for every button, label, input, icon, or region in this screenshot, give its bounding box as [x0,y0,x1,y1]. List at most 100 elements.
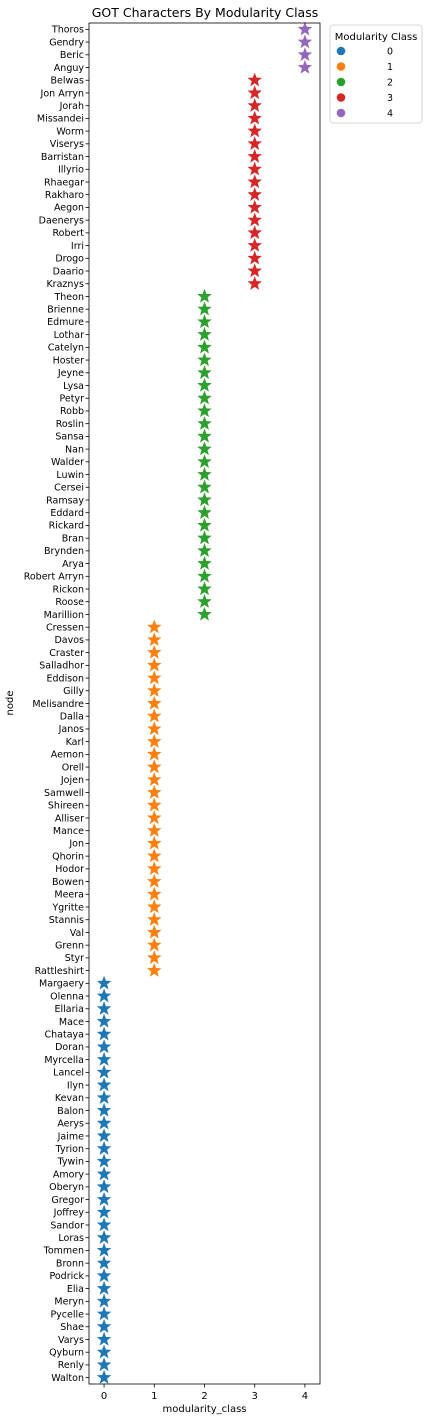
data-point-star [147,835,162,850]
data-point-star [96,1357,112,1372]
data-point-star [197,594,212,608]
legend-marker [336,108,346,118]
data-points [96,21,313,1384]
data-point-star [147,848,162,863]
y-tick-label: Balon [57,1106,84,1117]
data-point-star [147,759,162,774]
data-point-star [147,683,162,697]
data-point-star [197,352,212,367]
y-tick-label: Luwin [56,470,84,481]
y-tick-label: Olenna [50,991,84,1002]
y-tick-label: Marillion [44,610,84,621]
data-point-star [147,784,162,799]
y-tick-label: Ramsay [46,495,84,506]
y-tick-label: Drogo [55,254,84,265]
y-tick-label: Jorah [59,101,84,112]
data-point-star [197,479,212,494]
y-tick-label: Pycelle [50,1309,84,1320]
data-point-star [197,288,212,303]
y-tick-label: Robert [53,228,85,239]
x-tick-label: 3 [252,1391,258,1402]
y-tick-label: Grenn [55,940,84,951]
y-tick-label: Jeyne [57,368,84,379]
y-tick-label: Kevan [55,1093,84,1104]
data-point-star [147,746,162,761]
y-tick-label: Daenerys [39,215,84,226]
data-point-star [96,1153,112,1168]
y-tick-label: Qhorin [52,851,84,862]
y-tick-label: Davos [54,635,84,646]
data-point-star [247,276,262,290]
data-point-star [197,530,212,545]
data-point-star [147,734,162,748]
y-tick-label: Brienne [47,304,84,315]
legend-label: 3 [387,93,393,104]
y-tick-label: Joffrey [53,1208,85,1219]
y-tick-label: Gendry [49,37,84,48]
y-tick-label: Stannis [49,915,84,926]
y-tick-label: Samwell [44,788,84,799]
y-tick-label: Roslin [56,419,84,430]
legend-marker [336,93,346,102]
data-point-star [247,72,262,87]
data-point-star [197,441,212,456]
y-tick-label: Thoros [51,25,84,36]
data-point-star [147,632,162,647]
data-point-star [147,912,162,926]
y-tick-label: Bran [62,533,84,544]
data-point-star [96,1013,112,1028]
data-point-star [147,721,162,736]
data-point-star [96,1090,112,1104]
data-point-star [247,263,262,278]
y-tick-label: Petyr [60,394,85,405]
y-tick-label: Mace [59,1017,84,1028]
y-tick-label: Barristan [41,152,84,163]
data-point-star [96,1077,112,1092]
y-tick-label: Melisandre [32,699,84,710]
legend-title: Modularity Class [335,32,418,43]
y-tick-label: Amory [53,1169,84,1180]
data-point-star [197,403,212,418]
data-point-star [96,1204,112,1219]
data-point-star [96,1255,112,1270]
data-point-star [96,1331,112,1346]
legend-label: 4 [387,109,393,120]
data-point-star [147,645,162,659]
data-point-star [147,695,162,710]
y-tick-label: Lancel [53,1068,84,1079]
data-point-star [147,924,162,939]
y-tick-label: Edmure [47,317,84,328]
x-tick-labels: 0 1 2 3 4 [101,1384,308,1402]
y-tick-label: Lothar [54,330,85,341]
y-tick-label: Aemon [51,750,84,761]
data-point-star [197,365,212,379]
data-point-star [197,492,212,507]
y-tick-label: Rickard [49,521,84,532]
data-point-star [197,314,212,329]
y-tick-label: Jaime [57,1131,85,1142]
data-point-star [96,1026,112,1041]
legend-marker [336,46,346,56]
y-tick-label: Aerys [57,1119,84,1130]
data-point-star [96,1141,112,1155]
data-point-star [147,873,162,888]
data-point-star [297,47,313,61]
y-tick-label: Mance [53,826,84,837]
data-point-star [247,237,262,252]
data-point-star [247,250,262,265]
y-tick-label: Tommen [43,1246,84,1257]
y-tick-label: Missandei [37,114,84,125]
legend-marker [336,62,346,71]
y-tick-label: Walder [51,457,84,468]
y-tick-label: Kraznys [46,279,84,290]
y-tick-label: Robert Arryn [24,572,84,583]
y-tick-label: Worm [56,126,84,137]
legend-label: 2 [387,78,393,89]
y-tick-label: Janos [58,724,84,735]
data-point-star [197,606,212,621]
y-tick-label: Rhaegar [44,177,84,188]
x-tick-label: 0 [101,1391,107,1402]
chart-title: GOT Characters By Modularity Class [92,5,318,20]
legend-label: 0 [387,47,393,58]
